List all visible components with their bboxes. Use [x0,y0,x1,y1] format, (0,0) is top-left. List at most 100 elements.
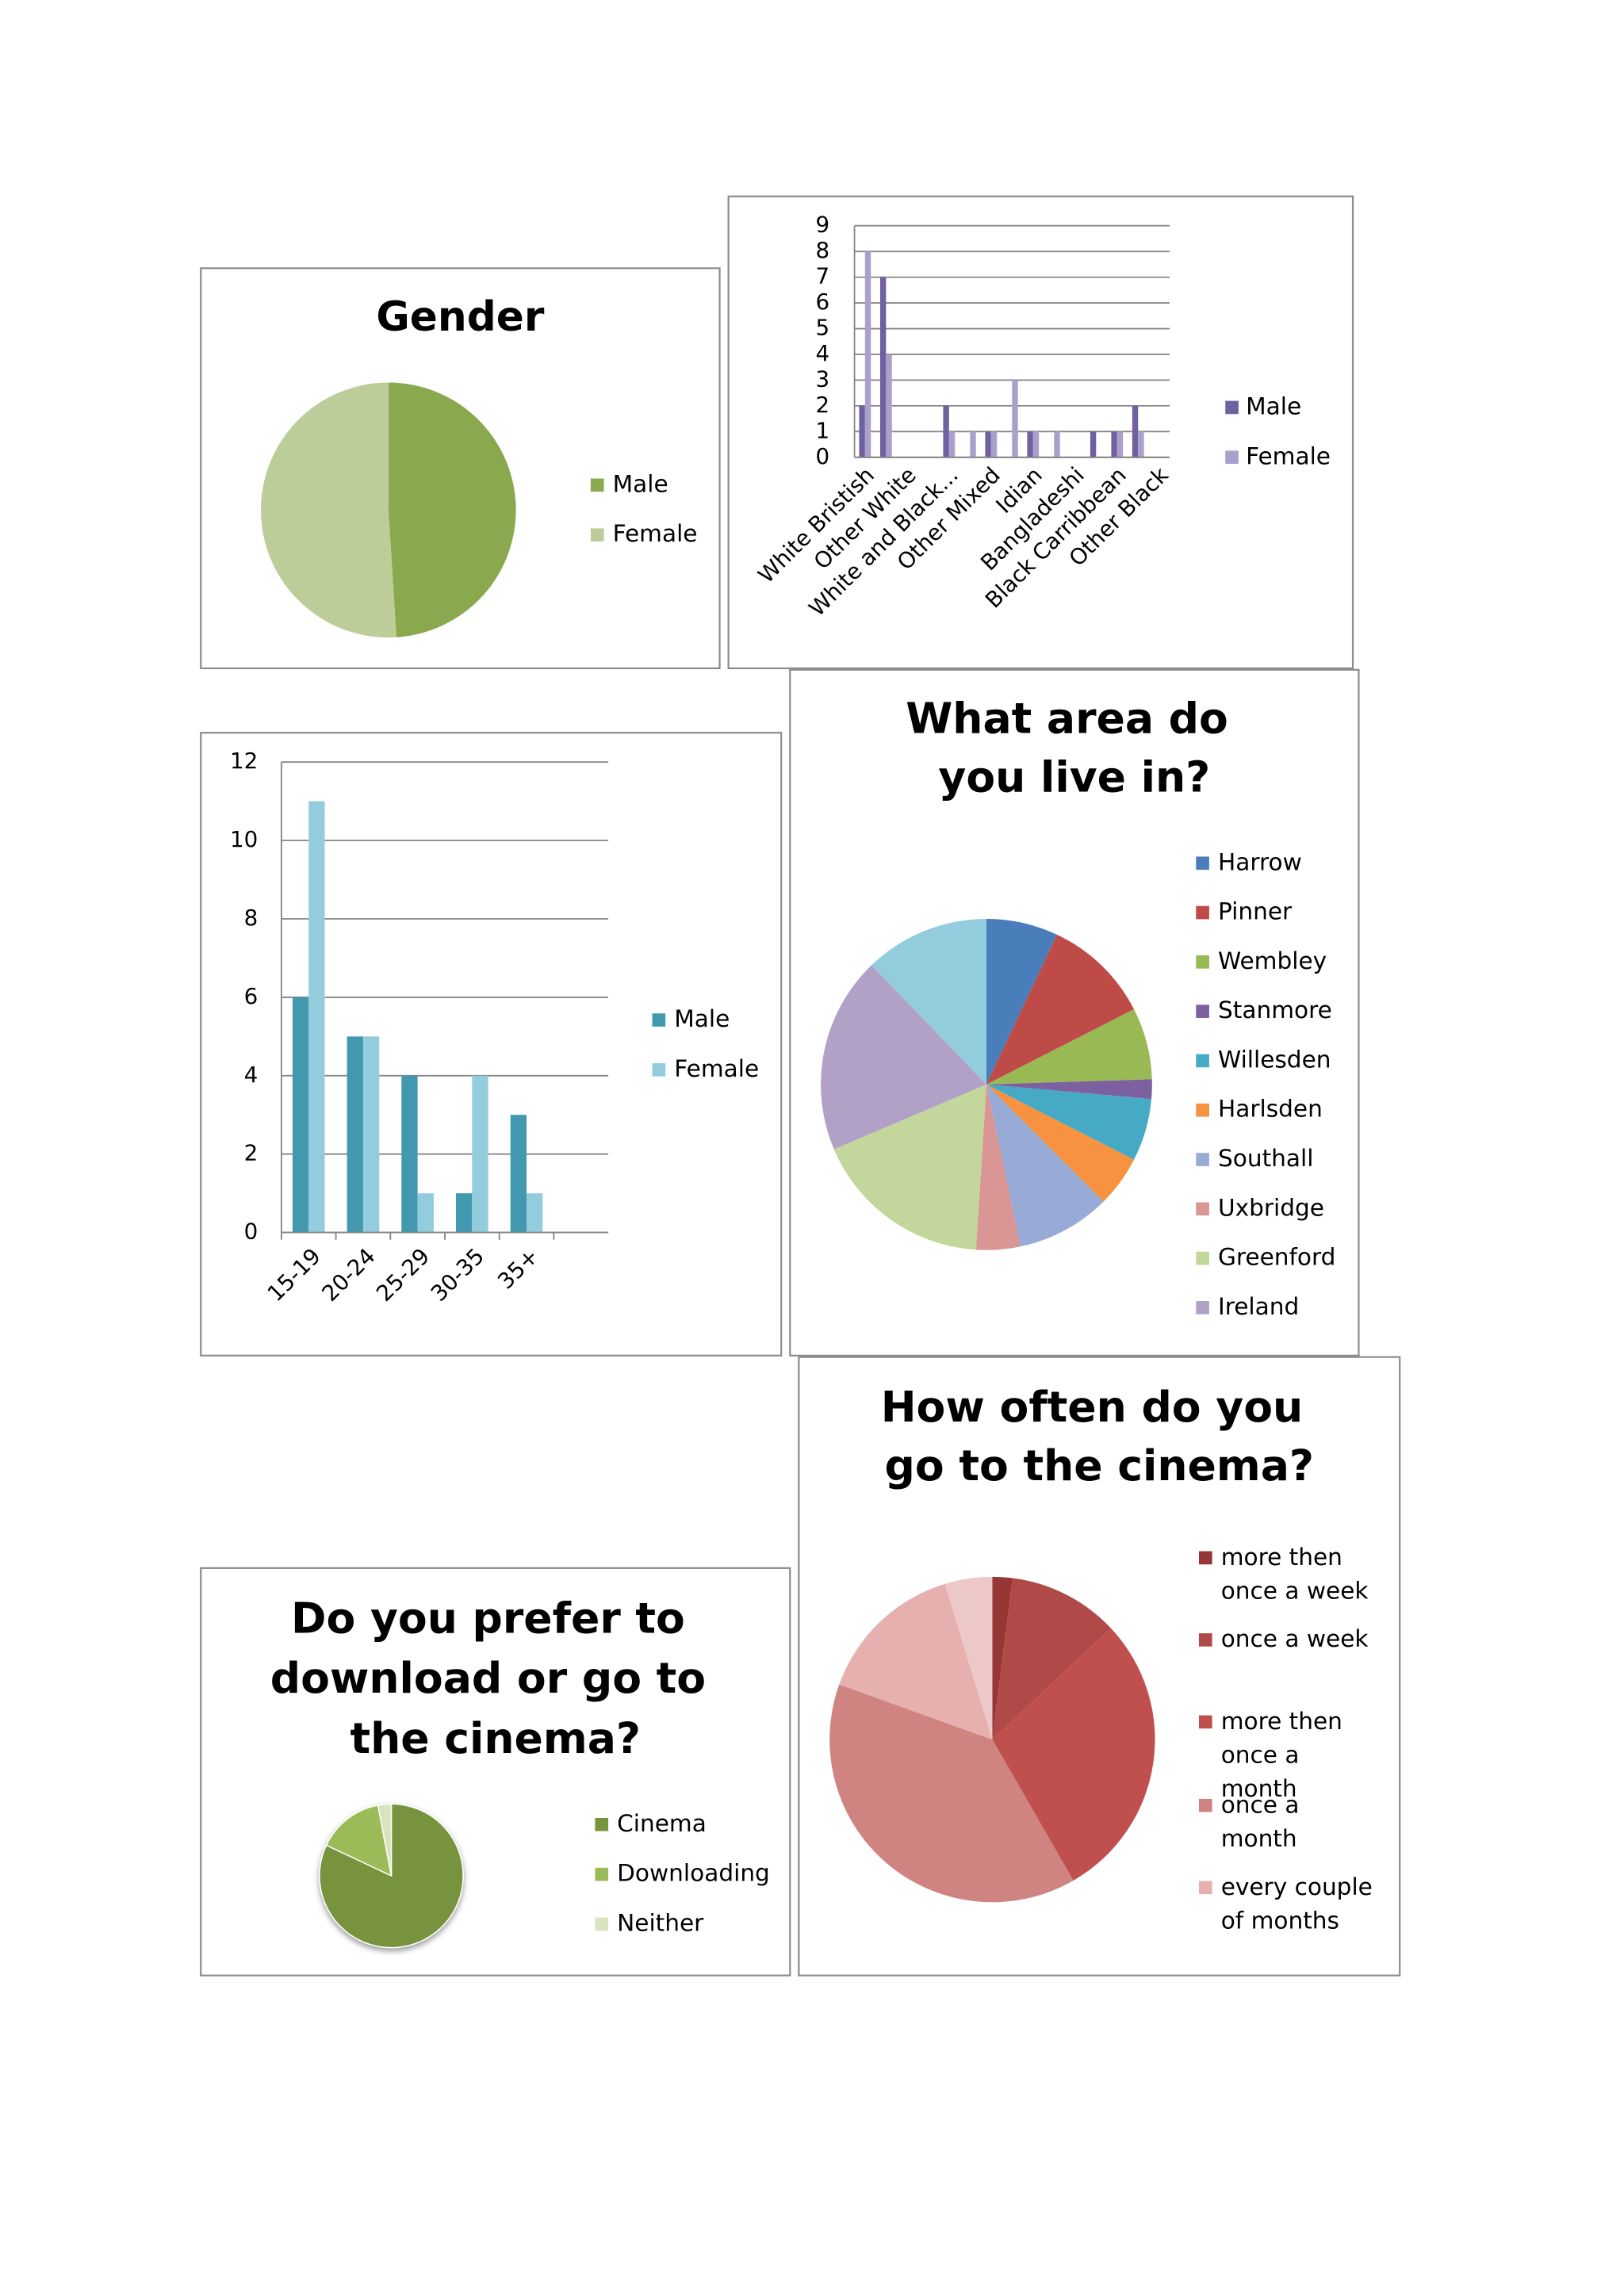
pie-slice [839,1583,993,1740]
pie-slice [986,1009,1152,1085]
legend-label: Male [1246,392,1301,419]
legend-label: every couple of months [1221,1873,1381,1934]
bar [1032,431,1040,457]
pie-slice [986,1084,1152,1160]
y-tick-label: 4 [816,340,830,366]
y-tick-label: 8 [244,905,259,931]
bar [1090,431,1097,457]
legend-swatch [1198,1633,1212,1647]
bar [859,405,865,457]
pie-slice [986,1079,1152,1100]
legend-label: Male [613,470,668,497]
y-tick-label: 12 [230,748,258,774]
pie-slice [944,1576,993,1740]
y-tick-label: 0 [244,1219,259,1245]
legend-label: Wembley [1218,947,1327,974]
legend-swatch [1196,1103,1209,1117]
legend-swatch [590,528,604,542]
legend-label: Harlsden [1218,1096,1323,1123]
bar [1027,431,1033,457]
legend-swatch [1198,1881,1212,1895]
legend-label: Male [674,1005,730,1032]
legend-label: Southall [1218,1145,1313,1172]
pie-slice [833,1084,986,1250]
pie-slice [986,1084,1104,1247]
bar [308,801,325,1233]
pie [319,1803,464,1949]
legend-swatch [1196,1054,1209,1068]
chart-title: Do you prefer to download or go to the c… [270,1593,721,1763]
pie [821,919,1152,1250]
panel [200,1567,791,1976]
legend-swatch [595,1817,609,1831]
legend-label: Harrow [1218,848,1302,875]
bar [527,1193,543,1233]
bar [1132,405,1139,457]
legend-label: Greenford [1218,1244,1335,1271]
bar [455,1193,473,1233]
legend-label: Ireland [1218,1293,1299,1320]
legend-swatch [1196,1251,1209,1265]
bar [990,431,998,457]
y-tick-label: 7 [816,263,830,289]
pie-slice [829,1684,1074,1903]
legend-swatch [1198,1551,1212,1565]
bar [879,277,887,457]
chart-title: Gender [376,293,545,341]
legend-label: Willesden [1218,1046,1331,1073]
bar [292,997,309,1233]
y-tick-label: 8 [816,237,830,263]
bar [948,431,956,457]
legend-swatch [1196,856,1209,871]
legend-label: once a month [1221,1791,1307,1852]
legend-swatch [1196,1202,1209,1216]
panel [727,195,1354,670]
pie-slice [992,1578,1111,1740]
bar [1012,380,1018,457]
pie-slice [871,919,986,1085]
bar [401,1075,418,1233]
legend-swatch [1196,1004,1209,1018]
legend-swatch [1198,1798,1212,1812]
legend-label: more then once a week [1221,1543,1369,1604]
legend-swatch [1196,1153,1209,1166]
legend-label: Stanmore [1218,997,1332,1024]
legend-label: Cinema [617,1810,707,1837]
legend-label: Female [674,1055,759,1082]
bar [985,431,991,457]
legend-swatch [1196,1301,1209,1314]
y-tick-label: 2 [244,1140,259,1166]
y-tick-label: 6 [816,289,830,315]
legend-label: Pinner [1218,898,1293,925]
pie-slice [986,1084,1135,1202]
legend-swatch [1196,905,1209,920]
y-tick-label: 9 [816,212,830,238]
legend-swatch [595,1917,609,1931]
pie-slice [992,1576,1013,1740]
bar [472,1075,488,1233]
legend-label: Female [613,520,698,547]
legend-label: once a week [1221,1625,1369,1652]
legend-label: Female [1246,442,1331,469]
y-tick-label: 4 [244,1062,259,1088]
y-tick-label: 3 [816,365,830,392]
bar [943,405,949,457]
bar [510,1115,527,1233]
legend-swatch [652,1063,666,1077]
bar [970,431,976,457]
bar [864,251,871,457]
pie-slice [325,1804,393,1877]
chart-title: How often do you go to the cinema? [881,1382,1318,1490]
pie-slice [986,919,1057,1085]
legend-swatch [590,478,604,492]
y-tick-label: 10 [230,826,258,852]
pie [261,382,516,638]
pie-slice [992,1628,1155,1881]
y-tick-label: 2 [816,392,830,418]
legend-swatch [1225,400,1239,415]
legend-swatch [595,1867,609,1881]
legend-swatch [1225,450,1239,465]
bar [1054,431,1060,457]
pie-slice [986,934,1135,1085]
